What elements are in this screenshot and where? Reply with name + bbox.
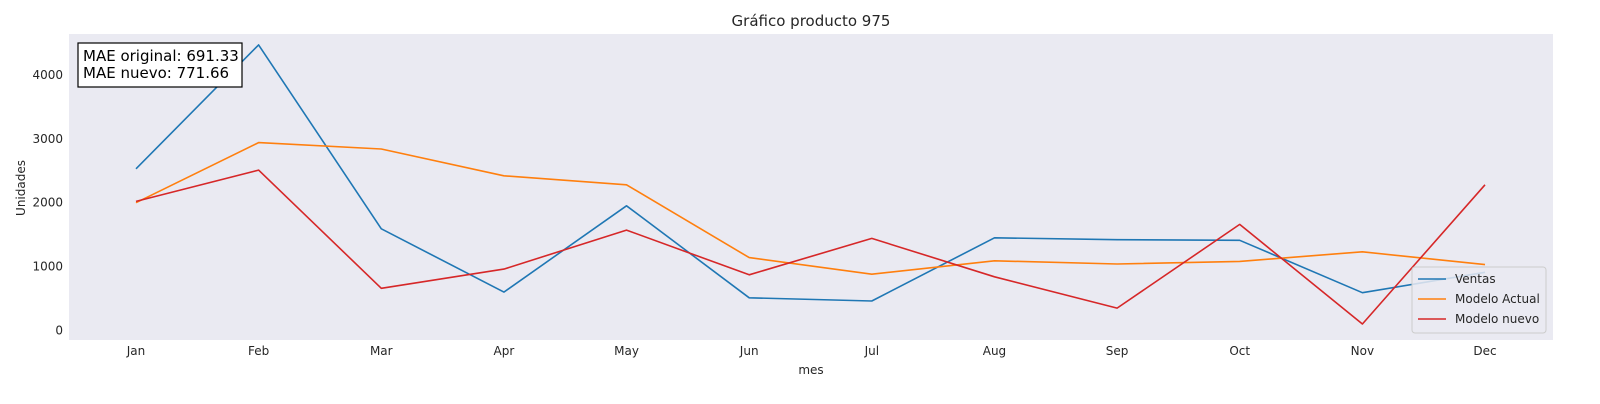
y-tick-labels: 0 1000 2000 3000 4000 xyxy=(32,68,63,338)
series-lines xyxy=(135,44,1486,325)
y-tick-label: 3000 xyxy=(32,132,63,146)
x-tick-label: Jan xyxy=(126,344,146,358)
x-tick-label: Sep xyxy=(1106,344,1129,358)
chart-title: Gráfico producto 975 xyxy=(732,12,891,30)
series-line xyxy=(135,44,1486,302)
mae-annotation: MAE original: 691.33 MAE nuevo: 771.66 xyxy=(77,42,243,88)
annotation-box xyxy=(77,42,243,88)
x-tick-label: Aug xyxy=(983,344,1006,358)
legend-label: Ventas xyxy=(1455,272,1496,286)
x-tick-label: Apr xyxy=(494,344,515,358)
y-axis-label: Unidades xyxy=(14,160,28,216)
legend-label: Modelo Actual xyxy=(1455,292,1540,306)
legend: Ventas Modelo Actual Modelo nuevo xyxy=(1411,266,1547,334)
y-tick-label: 0 xyxy=(55,323,63,337)
x-axis-label: mes xyxy=(798,363,823,377)
annotation-line-1: MAE original: 691.33 xyxy=(83,47,239,65)
x-tick-label: Feb xyxy=(248,344,269,358)
plot-background xyxy=(69,34,1553,340)
x-tick-label: May xyxy=(614,344,639,358)
x-tick-label: Mar xyxy=(370,344,393,358)
y-tick-label: 1000 xyxy=(32,260,63,274)
legend-label: Modelo nuevo xyxy=(1455,312,1539,326)
y-tick-label: 4000 xyxy=(32,68,63,82)
x-tick-label: Oct xyxy=(1229,344,1250,358)
y-tick-label: 2000 xyxy=(32,196,63,210)
x-tick-label: Dec xyxy=(1473,344,1496,358)
annotation-line-2: MAE nuevo: 771.66 xyxy=(83,64,229,82)
series-line xyxy=(135,141,1486,276)
x-tick-labels: Jan Feb Mar Apr May Jun Jul Aug Sep Oct Nov Dec xyxy=(126,344,1497,358)
x-tick-label: Nov xyxy=(1351,344,1374,358)
legend-box xyxy=(1411,266,1547,334)
series-line xyxy=(135,169,1486,325)
x-tick-label: Jun xyxy=(739,344,759,358)
x-tick-label: Jul xyxy=(864,344,879,358)
